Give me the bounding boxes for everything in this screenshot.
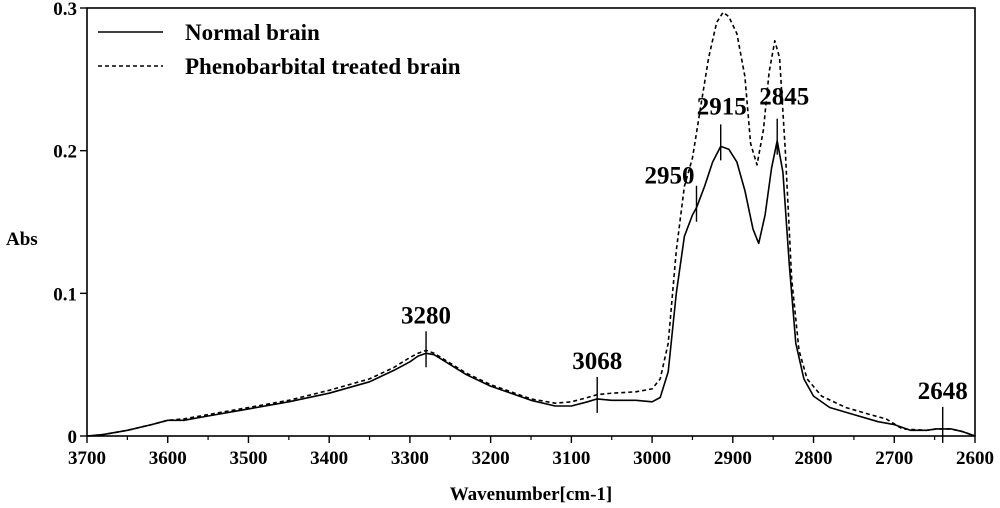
x-tick-label: 3100 xyxy=(552,448,590,469)
y-tick-label: 0.2 xyxy=(53,142,77,163)
series-lines xyxy=(86,11,976,437)
x-tick-label: 3000 xyxy=(633,448,671,469)
peak-label: 2845 xyxy=(759,84,809,111)
y-axis-label: Abs xyxy=(6,229,38,250)
peak-label: 2950 xyxy=(644,163,694,190)
peak-label: 3280 xyxy=(401,302,451,329)
series-line-normal xyxy=(86,139,976,437)
peak-label: 2648 xyxy=(918,378,968,405)
legend-label-normal: Normal brain xyxy=(185,20,320,45)
x-tick-label: 2900 xyxy=(714,448,752,469)
series-line-phenobarbital xyxy=(86,11,976,437)
peak-annotations: 3280 3068 2950 2915 2845 2648 xyxy=(401,84,968,443)
x-tick-label: 3600 xyxy=(149,448,187,469)
y-tick-label: 0.1 xyxy=(53,284,77,305)
ticks: 3700 3600 3500 3400 3300 3200 3100 3000 2900 2800… xyxy=(53,0,994,469)
legend: Normal brain Phenobarbital treated brain xyxy=(98,20,461,79)
x-axis-label: Wavenumber[cm-1] xyxy=(450,484,613,505)
legend-label-phenobarbital: Phenobarbital treated brain xyxy=(185,54,461,79)
x-tick-label: 3700 xyxy=(68,448,106,469)
x-tick-label: 2700 xyxy=(875,448,913,469)
peak-label: 2915 xyxy=(697,93,747,120)
x-tick-label: 2800 xyxy=(795,448,833,469)
x-tick-label: 2600 xyxy=(956,448,994,469)
x-tick-label: 3200 xyxy=(472,448,510,469)
y-tick-label: 0 xyxy=(68,427,78,448)
peak-label: 3068 xyxy=(572,348,622,375)
x-tick-label: 3500 xyxy=(229,448,267,469)
y-tick-label: 0.3 xyxy=(53,0,77,20)
x-tick-label: 3400 xyxy=(310,448,348,469)
x-tick-label: 3300 xyxy=(391,448,429,469)
